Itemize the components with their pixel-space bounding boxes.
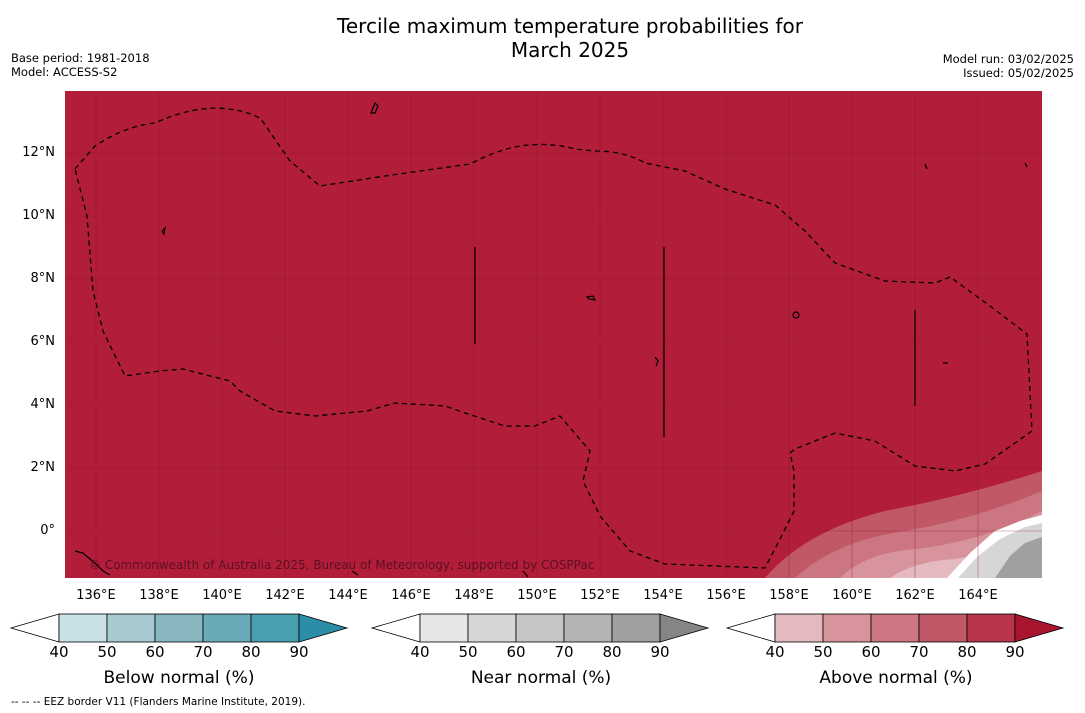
lat-label-2n: 2°N: [30, 460, 56, 475]
lon-label-142e: 142°E: [265, 588, 305, 603]
lat-label-6n: 6°N: [30, 334, 56, 349]
copyright-text: © Commonwealth of Australia 2025, Bureau…: [89, 558, 594, 572]
islands: [74, 101, 1028, 578]
metadata-left: Base period: 1981-2018 Model: ACCESS-S2: [11, 51, 150, 79]
tick-label: 50: [97, 643, 117, 661]
tick-label: 40: [49, 643, 69, 661]
colorbar-extend-low: [9, 613, 60, 643]
tick-label: 40: [765, 643, 785, 661]
island-south: [351, 570, 359, 576]
lat-label-8n: 8°N: [30, 271, 56, 286]
colorbar-below-normal: [9, 613, 349, 643]
colorbar-extend-low: [370, 613, 421, 643]
base-period: Base period: 1981-2018: [11, 51, 150, 65]
colorbar-segment: [419, 613, 469, 643]
colorbar-segment: [870, 613, 920, 643]
island-central: [654, 356, 659, 367]
colorbar-segment: [822, 613, 872, 643]
eez-footnote: -- -- -- EEZ border V11 (Flanders Marine…: [11, 696, 306, 708]
tick-label: 90: [289, 643, 309, 661]
colorbar-segment: [918, 613, 968, 643]
colorbar-near-normal: [370, 613, 710, 643]
island-northeast: [1024, 162, 1028, 168]
island-south-2: [522, 570, 529, 578]
map-gridlines: [65, 91, 1042, 578]
colorbar-extend-high: [1014, 613, 1065, 643]
colorbar-extend-high: [659, 613, 710, 643]
tick-label: 60: [861, 643, 881, 661]
island-round: [792, 311, 800, 319]
tick-label: 90: [1005, 643, 1025, 661]
lat-label-12n: 12°N: [22, 145, 55, 160]
colorbar-below-normal-title: Below normal (%): [103, 668, 255, 688]
island-northeast-2: [924, 163, 928, 170]
lon-label-156e: 156°E: [706, 588, 746, 603]
colorbar-above-normal-title: Above normal (%): [819, 668, 973, 688]
lon-label-138e: 138°E: [139, 588, 179, 603]
issued-date: Issued: 05/02/2025: [963, 66, 1074, 80]
tick-label: 40: [410, 643, 430, 661]
lon-label-146e: 146°E: [391, 588, 431, 603]
tick-label: 80: [957, 643, 977, 661]
colorbar-segment: [58, 613, 108, 643]
tick-label: 70: [554, 643, 574, 661]
colorbars: [9, 613, 1065, 643]
metadata-right: Model run: 03/02/2025 Issued: 05/02/2025: [943, 52, 1074, 80]
tick-label: 70: [909, 643, 929, 661]
probability-contours: [765, 471, 1042, 578]
lon-label-158e: 158°E: [769, 588, 809, 603]
lon-label-152e: 152°E: [580, 588, 620, 603]
model-name: Model: ACCESS-S2: [11, 65, 118, 79]
lon-label-164e: 164°E: [958, 588, 998, 603]
lon-label-136e: 136°E: [76, 588, 116, 603]
tick-label: 80: [602, 643, 622, 661]
colorbar-segment: [154, 613, 204, 643]
colorbar-segment: [250, 613, 300, 643]
eez-border: [74, 107, 1033, 569]
colorbar-segment: [611, 613, 661, 643]
colorbar-above-normal: [725, 613, 1065, 643]
lat-label-0: 0°: [40, 523, 55, 538]
tick-label: 80: [241, 643, 261, 661]
tick-label: 50: [458, 643, 478, 661]
lon-label-154e: 154°E: [643, 588, 683, 603]
colorbar-segment: [966, 613, 1016, 643]
colorbar-segment: [563, 613, 613, 643]
tick-label: 70: [193, 643, 213, 661]
colorbar-segment: [202, 613, 252, 643]
colorbar-extend-low: [725, 613, 776, 643]
island-north: [370, 101, 379, 114]
lon-label-160e: 160°E: [832, 588, 872, 603]
colorbar-extend-high: [298, 613, 349, 643]
island-west: [161, 226, 166, 236]
tick-label: 60: [506, 643, 526, 661]
lat-label-4n: 4°N: [30, 397, 56, 412]
lon-label-162e: 162°E: [895, 588, 935, 603]
map-title: Tercile maximum temperature probabilitie…: [337, 14, 803, 62]
lon-label-144e: 144°E: [328, 588, 368, 603]
island-southwest: [74, 550, 111, 576]
near-normal-band-70-80: [995, 537, 1042, 578]
colorbar-segment: [774, 613, 824, 643]
model-run: Model run: 03/02/2025: [942, 52, 1074, 66]
lon-label-148e: 148°E: [454, 588, 494, 603]
island-mid: [585, 295, 597, 301]
lat-label-10n: 10°N: [22, 208, 55, 223]
tick-label: 60: [145, 643, 165, 661]
lon-label-140e: 140°E: [202, 588, 242, 603]
colorbar-segment: [515, 613, 565, 643]
probability-map: © Commonwealth of Australia 2025, Bureau…: [65, 91, 1042, 578]
colorbar-segment: [106, 613, 156, 643]
colorbar-segment: [467, 613, 517, 643]
tick-label: 90: [650, 643, 670, 661]
map-background: [65, 91, 1042, 578]
colorbar-near-normal-title: Near normal (%): [470, 668, 612, 688]
tick-label: 50: [813, 643, 833, 661]
lon-label-150e: 150°E: [517, 588, 557, 603]
